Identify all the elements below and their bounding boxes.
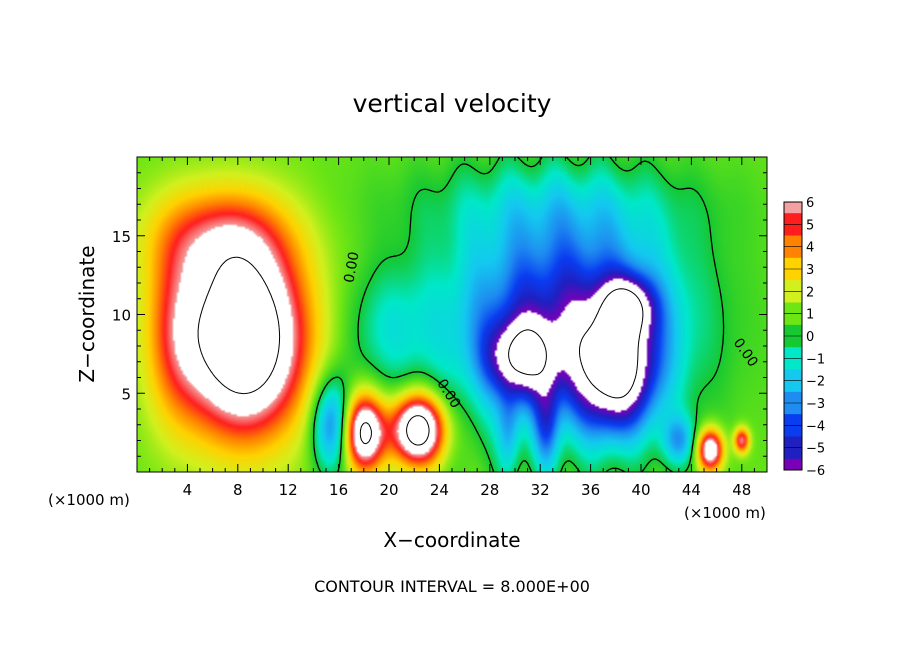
- x-unit-label-right: (×1000 m): [684, 504, 766, 522]
- colorbar-swatch: [784, 224, 802, 236]
- colorbar-swatch: [784, 347, 802, 359]
- colorbar-label: −3: [806, 397, 825, 412]
- colorbar-swatch: [784, 458, 802, 471]
- colorbar-swatch: [784, 269, 802, 281]
- colorbar-swatch: [784, 235, 802, 248]
- x-axis-ticks: 4 8 12 16 20 24 28 32 36 40 44 48: [149, 157, 755, 499]
- colorbar-swatch: [784, 302, 802, 315]
- y-tick-label: 10: [112, 307, 131, 325]
- colorbar-swatch: [784, 257, 802, 270]
- colorbar-label: −1: [806, 352, 825, 367]
- contour-positive: [197, 256, 430, 446]
- x-tick-label: 16: [329, 481, 348, 499]
- colorbar: 6 5 4 3 2 1 0 −1 −2 −3 −4 −5 −6: [783, 196, 825, 479]
- colorbar-swatch: [784, 280, 802, 292]
- contour-zero: [312, 157, 725, 472]
- x-tick-label: 28: [480, 481, 499, 499]
- contour-interval-footer: CONTOUR INTERVAL = 8.000E+00: [314, 577, 590, 596]
- x-tick-label: 4: [183, 481, 193, 499]
- x-unit-label-left: (×1000 m): [48, 491, 130, 509]
- colorbar-swatch: [784, 403, 802, 415]
- colorbar-label: −2: [806, 375, 825, 390]
- colorbar-swatch: [784, 391, 802, 404]
- colorbar-label: 4: [806, 241, 814, 256]
- x-tick-label: 48: [732, 481, 751, 499]
- x-tick-label: 24: [430, 481, 449, 499]
- x-tick-label: 40: [631, 481, 650, 499]
- contour-lines: [197, 157, 725, 472]
- y-tick-label: 5: [121, 385, 131, 403]
- colorbar-label: 3: [806, 263, 814, 278]
- contour-negative: [508, 288, 644, 399]
- x-tick-label: 8: [233, 481, 243, 499]
- colorbar-swatch: [784, 324, 802, 337]
- colorbar-swatch: [784, 358, 802, 370]
- y-axis-label: Z−coordinate: [75, 245, 99, 382]
- y-axis-ticks: 5 10 15: [112, 172, 767, 457]
- x-tick-label: 20: [379, 481, 398, 499]
- colorbar-label: −6: [806, 464, 825, 479]
- colorbar-label: 5: [806, 218, 814, 233]
- colorbar-label: 0: [806, 330, 814, 345]
- colorbar-swatch: [784, 425, 802, 437]
- x-axis-label: X−coordinate: [383, 528, 520, 552]
- colorbar-swatch: [784, 369, 802, 382]
- colorbar-swatch: [784, 313, 802, 326]
- heatmap-field: [137, 157, 767, 472]
- colorbar-label: −5: [806, 442, 825, 457]
- colorbar-label: 2: [806, 285, 814, 300]
- heatmap-raster: [137, 157, 767, 472]
- colorbar-swatch: [784, 447, 802, 460]
- x-tick-label: 12: [279, 481, 298, 499]
- chart-title: vertical velocity: [353, 89, 552, 118]
- x-tick-label: 32: [531, 481, 550, 499]
- contour-label: 0.00: [341, 251, 362, 284]
- colorbar-label: 6: [806, 196, 814, 211]
- colorbar-swatch: [784, 336, 802, 348]
- colorbar-swatch: [784, 213, 802, 225]
- colorbar-swatch: [784, 202, 802, 214]
- colorbar-label: 1: [806, 308, 814, 323]
- colorbar-swatch: [784, 414, 802, 426]
- y-tick-label: 15: [112, 228, 131, 246]
- colorbar-label: −4: [806, 419, 825, 434]
- x-tick-label: 36: [581, 481, 600, 499]
- x-tick-label: 44: [682, 481, 701, 499]
- colorbar-swatch: [784, 380, 802, 393]
- colorbar-swatch: [784, 436, 802, 449]
- colorbar-swatch: [784, 246, 802, 259]
- colorbar-swatch: [784, 291, 802, 303]
